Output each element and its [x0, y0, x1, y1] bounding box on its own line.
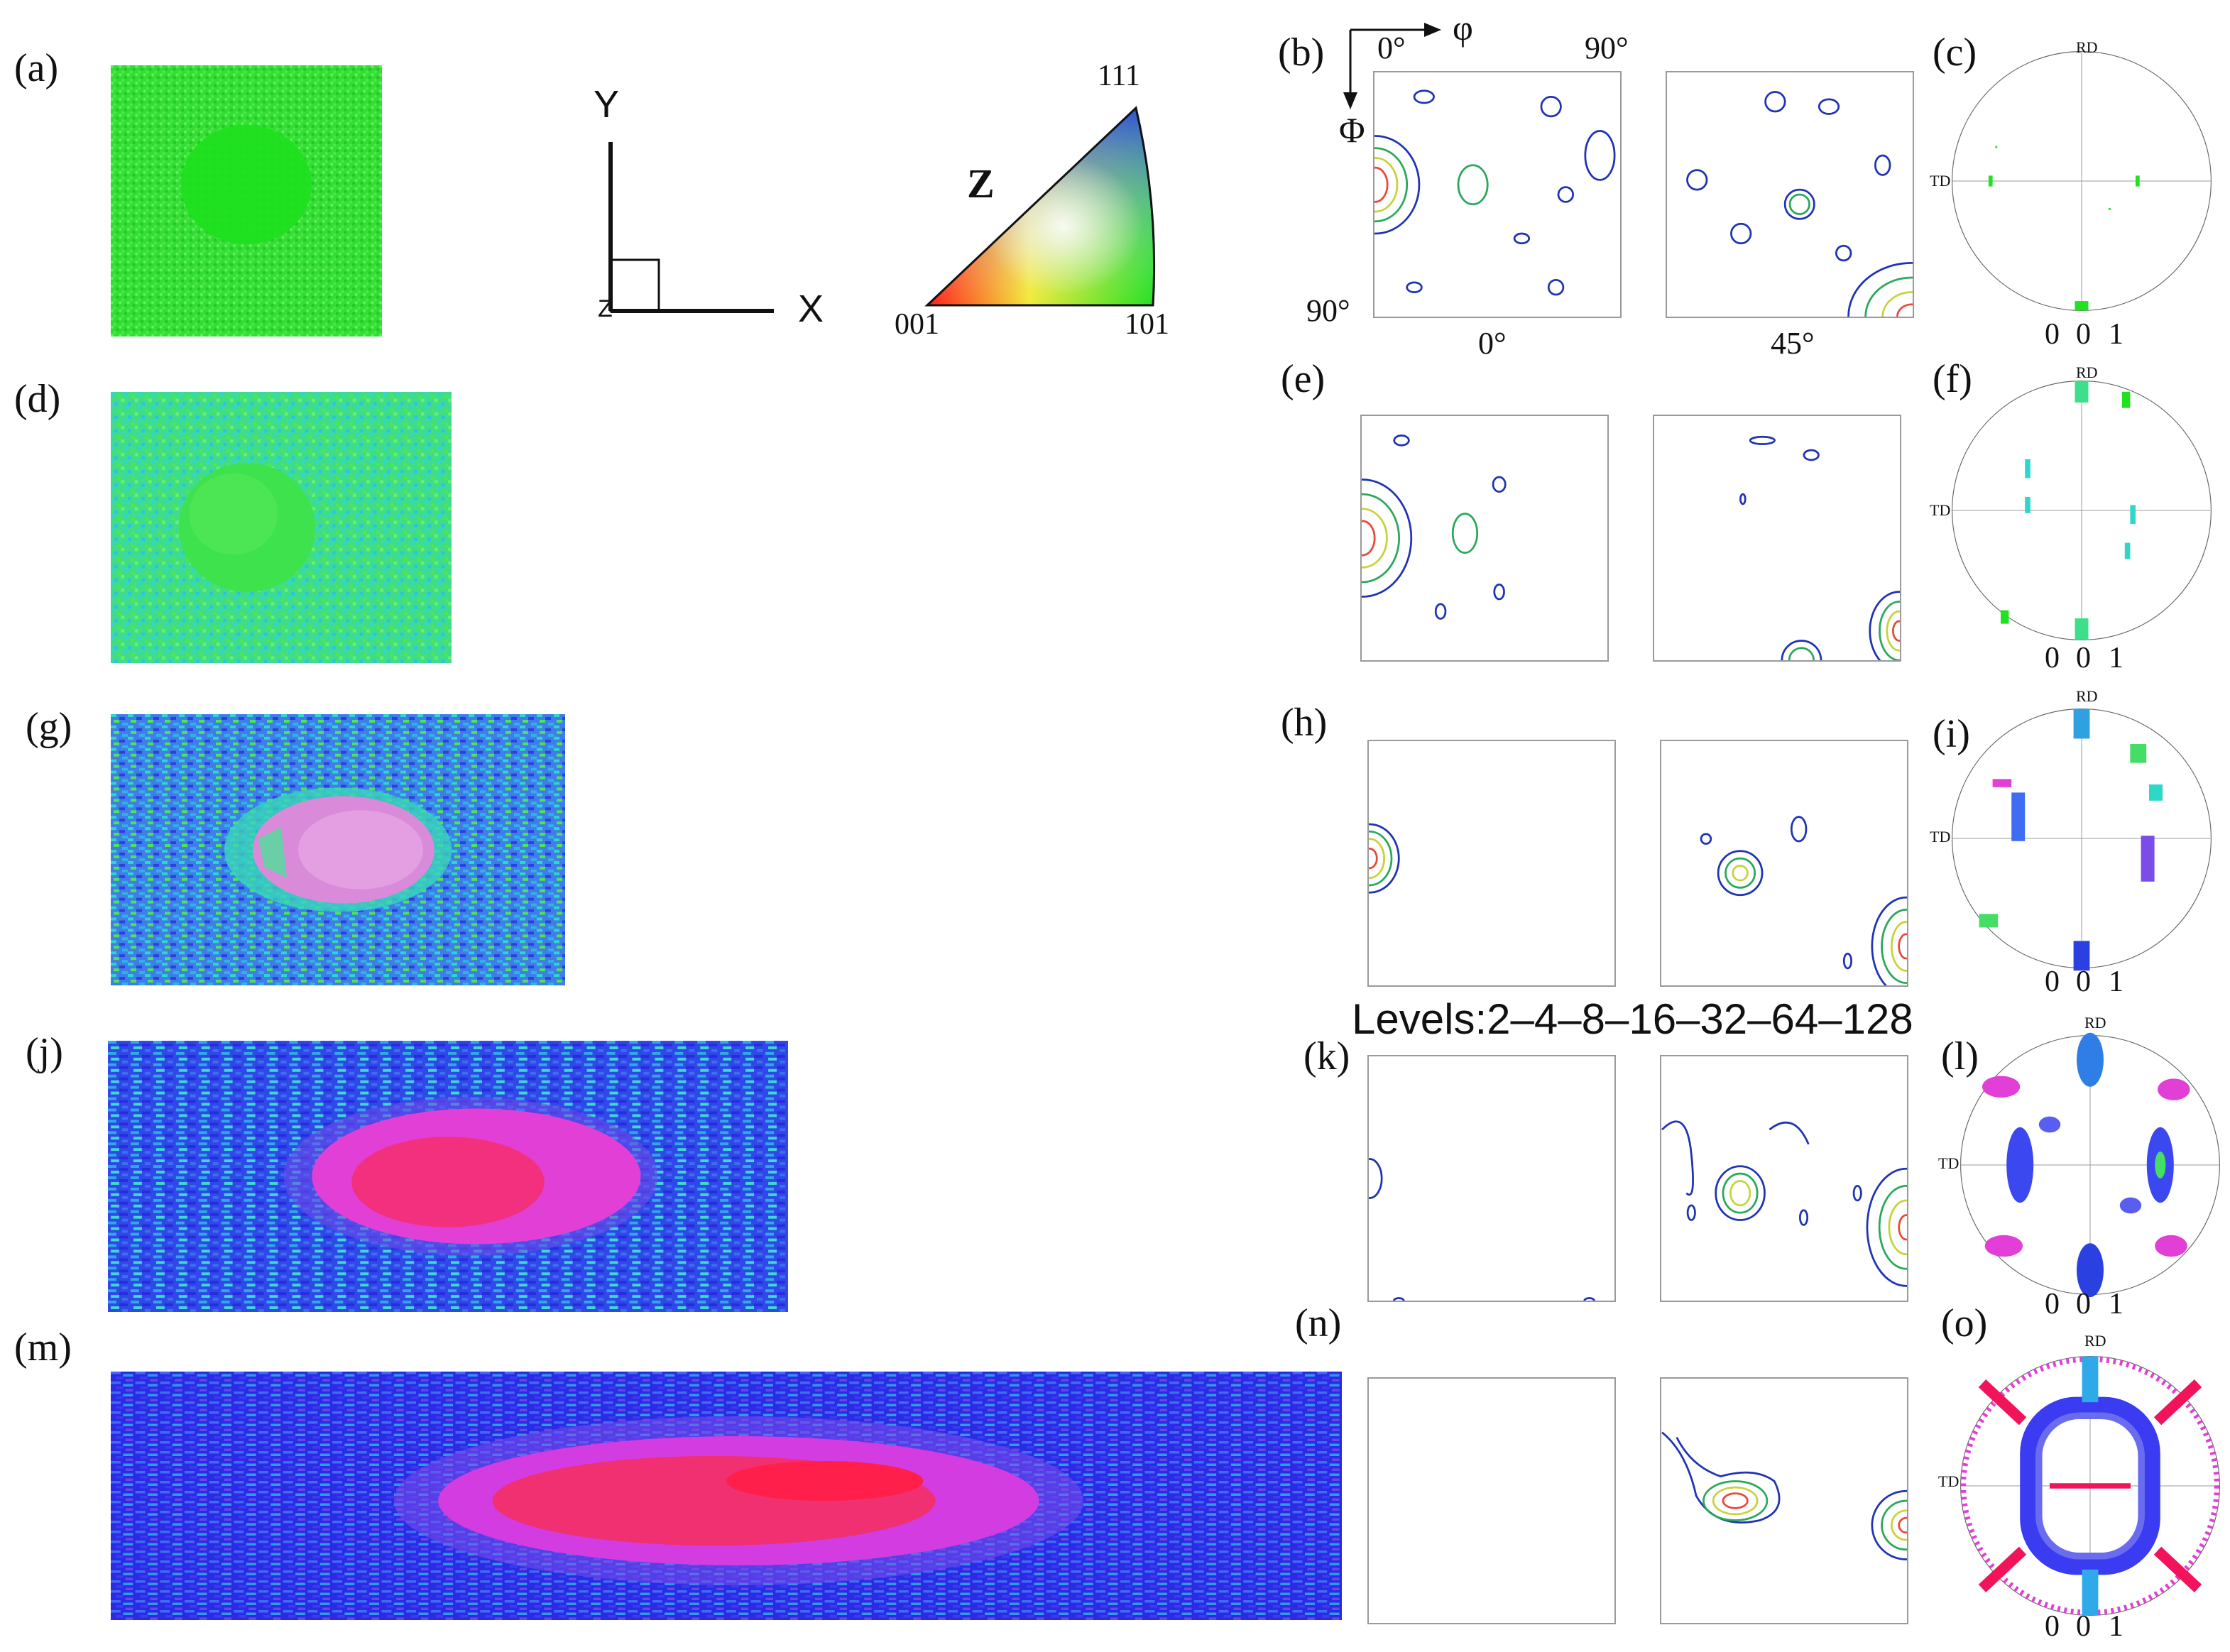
panel-label-d: (d): [14, 377, 61, 421]
odf-section-0: 0°: [1478, 326, 1507, 361]
orientation-map-j: [108, 1041, 788, 1312]
pf-f-td: TD: [1930, 501, 1951, 519]
pf-f-scale-0b: 0: [2076, 642, 2091, 674]
odf-section-n-45: [1660, 1377, 1908, 1624]
odf-Phi-label: Φ: [1339, 110, 1365, 150]
pf-i-td: TD: [1930, 828, 1951, 846]
pf-l-scale-1: 1: [2109, 1288, 2124, 1320]
odf-phi-end: 90°: [1585, 31, 1629, 65]
odf-phi-label: φ: [1453, 8, 1473, 48]
panel-label-k: (k): [1303, 1034, 1350, 1078]
pf-l-scale-0b: 0: [2076, 1288, 2091, 1320]
panel-label-l: (l): [1941, 1034, 1979, 1078]
odf-section-k-45: [1660, 1055, 1908, 1302]
pf-i-rd: RD: [2076, 687, 2098, 705]
orientation-map-m: [111, 1372, 1342, 1620]
odf-section-e-0: [1360, 415, 1609, 662]
pf-c-scale-1: 1: [2109, 318, 2124, 351]
panel-label-c: (c): [1933, 31, 1977, 75]
orientation-map-a: [111, 65, 382, 337]
pf-o-td: TD: [1938, 1472, 1960, 1490]
odf-section-n-0: [1367, 1377, 1616, 1624]
ipf-color-key: [923, 99, 1164, 312]
panel-label-j: (j): [26, 1030, 63, 1074]
odf-phi-start: 0°: [1377, 31, 1406, 65]
ipf-pole-001: 001: [895, 308, 939, 341]
ipf-pole-101: 101: [1125, 308, 1169, 341]
contour-levels: Levels:2–4–8–16–32–64–128: [1352, 995, 1913, 1043]
pf-f-scale-1: 1: [2109, 642, 2124, 674]
pf-i-scale-0b: 0: [2076, 966, 2091, 998]
ipf-axis-label: Z: [967, 160, 995, 207]
panel-label-n: (n): [1295, 1301, 1342, 1345]
panel-label-e: (e): [1281, 357, 1326, 401]
pf-f-rd: RD: [2076, 363, 2098, 381]
panel-label-a: (a): [14, 46, 59, 90]
pf-c-scale-0a: 0: [2045, 318, 2060, 351]
pf-o-rd: RD: [2084, 1332, 2106, 1350]
panel-label-h: (h): [1281, 701, 1328, 745]
orientation-map-g: [111, 714, 565, 985]
odf-section-b-45: [1666, 71, 1914, 318]
odf-section-k-0: [1367, 1055, 1616, 1302]
pf-o-scale-0b: 0: [2076, 1610, 2091, 1643]
pole-figure-c: [1947, 43, 2217, 319]
odf-section-e-45: [1653, 415, 1901, 662]
odf-section-45: 45°: [1771, 326, 1815, 361]
ipf-pole-111: 111: [1098, 60, 1140, 92]
pf-l-td: TD: [1938, 1154, 1960, 1172]
panel-label-i: (i): [1933, 712, 1970, 756]
pf-l-rd: RD: [2084, 1014, 2106, 1032]
panel-label-o: (o): [1941, 1301, 1988, 1345]
pf-o-scale-0a: 0: [2045, 1610, 2060, 1643]
pf-c-scale-0b: 0: [2076, 318, 2091, 351]
panel-label-g: (g): [26, 705, 72, 749]
odf-section-b-0: [1373, 71, 1622, 318]
orientation-map-d: [111, 392, 452, 663]
panel-label-f: (f): [1933, 357, 1972, 401]
pf-l-scale-0a: 0: [2045, 1288, 2060, 1320]
pole-figure-i: [1947, 700, 2217, 977]
pf-c-td: TD: [1930, 172, 1951, 190]
panel-label-m: (m): [14, 1325, 72, 1369]
pf-o-scale-1: 1: [2109, 1610, 2124, 1643]
pole-figure-o: [1955, 1347, 2225, 1624]
pf-f-scale-0a: 0: [2045, 642, 2060, 674]
panel-label-b: (b): [1278, 31, 1325, 75]
pf-i-scale-0a: 0: [2045, 966, 2060, 998]
pf-c-rd: RD: [2076, 38, 2098, 56]
odf-Phi-end: 90°: [1306, 293, 1350, 328]
y-axis-label: Y: [594, 83, 620, 126]
x-axis-label: X: [798, 288, 824, 330]
odf-axis-arrows: [1343, 21, 1445, 114]
pole-figure-l: [1955, 1027, 2225, 1303]
pole-figure-f: [1947, 372, 2217, 649]
odf-section-h-0: [1367, 740, 1616, 987]
coordinate-axes: [596, 135, 781, 319]
odf-section-h-45: [1660, 740, 1908, 987]
pf-i-scale-1: 1: [2109, 966, 2124, 998]
